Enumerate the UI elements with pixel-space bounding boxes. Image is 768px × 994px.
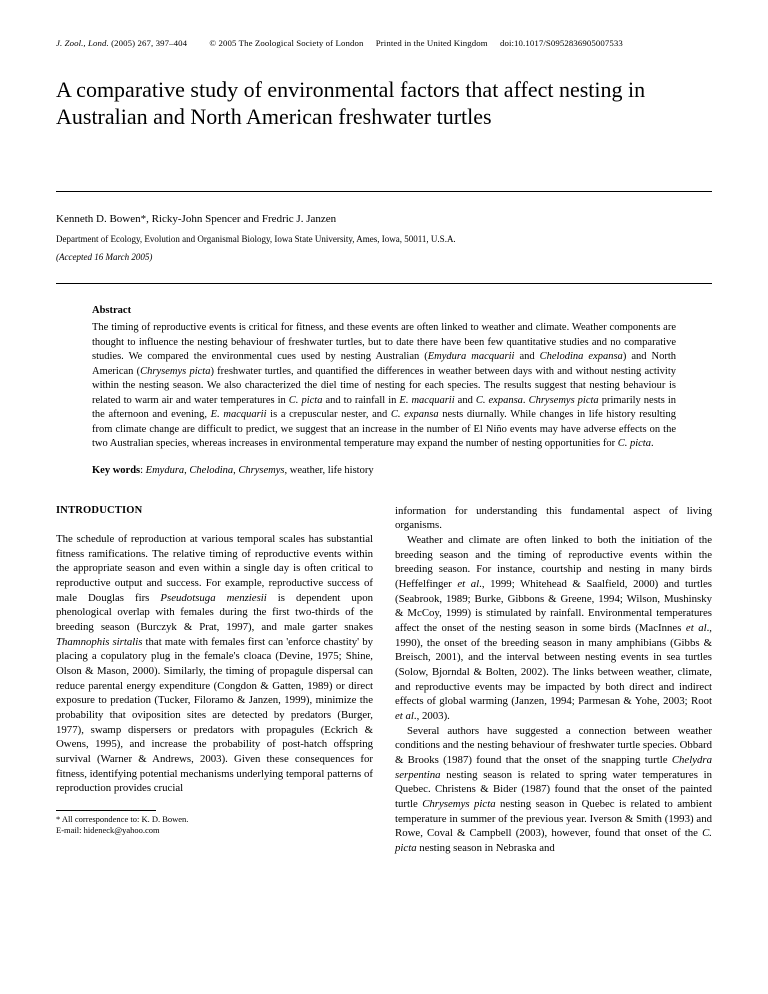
- abstract-block: Abstract The timing of reproductive even…: [92, 304, 676, 478]
- rule-top: [56, 191, 712, 192]
- affiliation: Department of Ecology, Evolution and Org…: [56, 233, 712, 245]
- footnote-line2: E-mail: hideneck@yahoo.com: [56, 825, 373, 836]
- footnote: * All correspondence to: K. D. Bowen. E-…: [56, 814, 373, 836]
- rule-mid: [56, 283, 712, 284]
- footnote-line1: * All correspondence to: K. D. Bowen.: [56, 814, 373, 825]
- authors: Kenneth D. Bowen*, Ricky-John Spencer an…: [56, 212, 712, 227]
- journal-name: J. Zool., Lond.: [56, 38, 109, 48]
- journal-header: J. Zool., Lond. (2005) 267, 397–404 © 20…: [56, 38, 712, 50]
- keywords: Key words: Emydura, Chelodina, Chrysemys…: [92, 464, 676, 478]
- accepted-date: (Accepted 16 March 2005): [56, 251, 712, 263]
- keywords-label: Key words: [92, 465, 140, 476]
- intro-para-1: The schedule of reproduction at various …: [56, 532, 373, 796]
- intro-para-3: Several authors have suggested a connect…: [395, 724, 712, 856]
- column-right: information for understanding this funda…: [395, 504, 712, 856]
- column-left: INTRODUCTION The schedule of reproductio…: [56, 504, 373, 856]
- article-title: A comparative study of environmental fac…: [56, 76, 712, 131]
- footnote-rule: [56, 810, 156, 811]
- intro-para-2: Weather and climate are often linked to …: [395, 533, 712, 724]
- copyright: © 2005 The Zoological Society of London: [209, 38, 363, 48]
- body-columns: INTRODUCTION The schedule of reproductio…: [56, 504, 712, 856]
- abstract-heading: Abstract: [92, 304, 676, 318]
- doi: doi:10.1017/S0952836905007533: [500, 38, 623, 48]
- journal-vol: (2005) 267, 397–404: [111, 38, 187, 48]
- intro-para-1-cont: information for understanding this funda…: [395, 504, 712, 533]
- introduction-heading: INTRODUCTION: [56, 504, 373, 518]
- printed-in: Printed in the United Kingdom: [376, 38, 488, 48]
- abstract-text: The timing of reproductive events is cri…: [92, 321, 676, 451]
